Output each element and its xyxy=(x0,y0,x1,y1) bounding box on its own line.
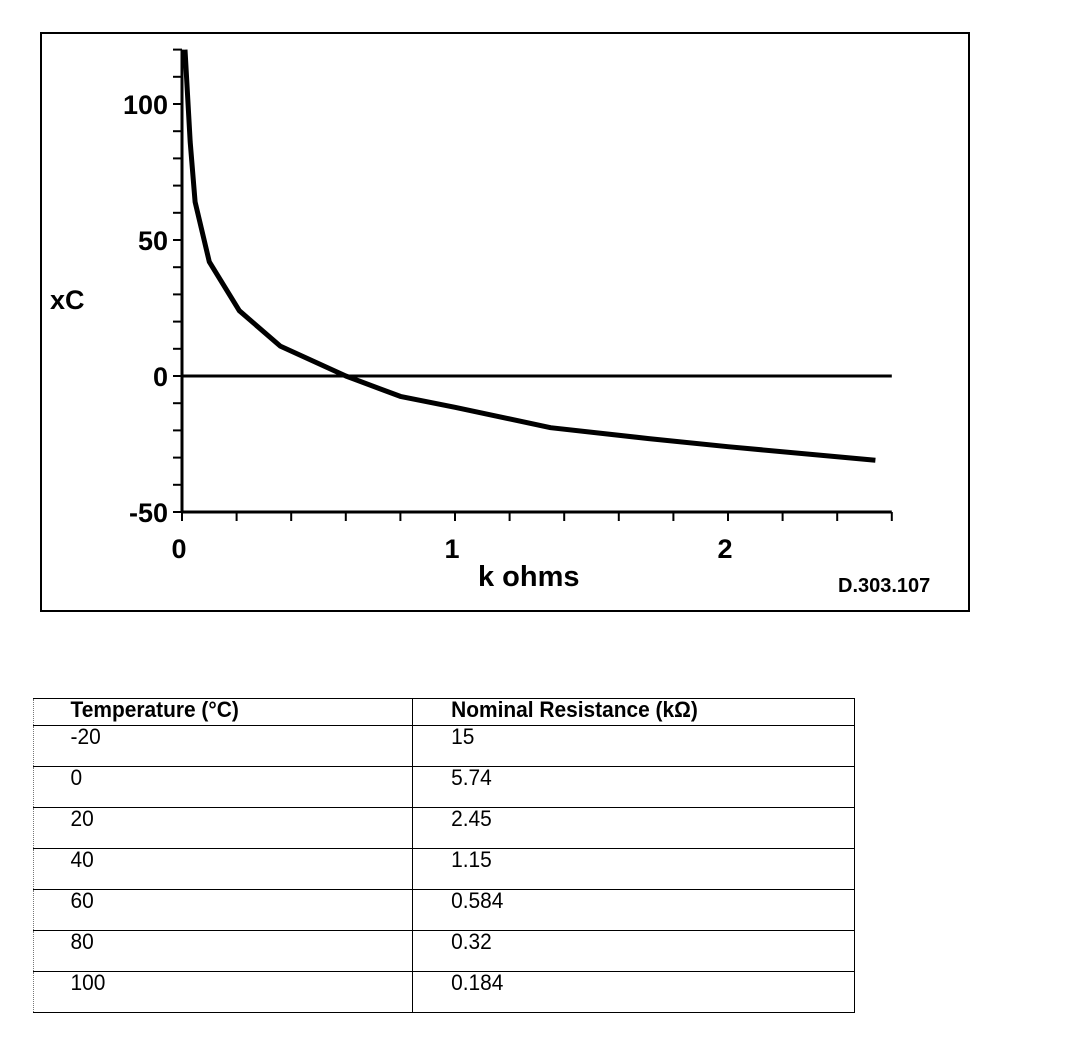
y-tick-label: 100 xyxy=(123,90,168,120)
resistance-table: Temperature (°C) Nominal Resistance (kΩ)… xyxy=(33,698,855,1013)
temperature-curve xyxy=(182,49,876,463)
header-resistance: Nominal Resistance (kΩ) xyxy=(423,698,844,726)
cell-resistance: 1.15 xyxy=(423,848,844,890)
header-temperature: Temperature (°C) xyxy=(42,698,404,726)
x-tick-label: 1 xyxy=(444,534,459,564)
cell-temperature: 20 xyxy=(42,807,404,849)
table-row: 100 0.184 xyxy=(34,971,855,1013)
cell-temperature: 60 xyxy=(42,889,404,931)
table-row: -20 15 xyxy=(34,725,855,767)
cell-temperature: 40 xyxy=(42,848,404,890)
cell-temperature: 100 xyxy=(42,971,404,1013)
y-axis-label: xC xyxy=(50,285,85,315)
cell-resistance: 15 xyxy=(423,725,844,767)
cell-resistance: 0.32 xyxy=(423,930,844,972)
table-row: 60 0.584 xyxy=(34,889,855,931)
cell-resistance: 0.584 xyxy=(423,889,844,931)
cell-temperature: 80 xyxy=(42,930,404,972)
y-tick-label: -50 xyxy=(129,498,168,528)
y-tick-label: 50 xyxy=(138,226,168,256)
y-tick-label: 0 xyxy=(153,362,168,392)
table-row: 0 5.74 xyxy=(34,766,855,808)
chart-frame: xC k ohms D.303.107 100 50 0 -50 0 1 2 xyxy=(40,32,970,612)
x-tick-label: 0 xyxy=(171,534,186,564)
table-header-row: Temperature (°C) Nominal Resistance (kΩ) xyxy=(34,698,855,726)
x-tick-label: 2 xyxy=(717,534,732,564)
cell-temperature: -20 xyxy=(42,725,404,767)
cell-resistance: 0.184 xyxy=(423,971,844,1013)
table-row: 80 0.32 xyxy=(34,930,855,972)
reference-code: D.303.107 xyxy=(838,575,930,597)
table-row: 40 1.15 xyxy=(34,848,855,890)
cell-temperature: 0 xyxy=(42,766,404,808)
x-axis-label: k ohms xyxy=(478,561,580,593)
cell-resistance: 5.74 xyxy=(423,766,844,808)
table-row: 20 2.45 xyxy=(34,807,855,849)
cell-resistance: 2.45 xyxy=(423,807,844,849)
